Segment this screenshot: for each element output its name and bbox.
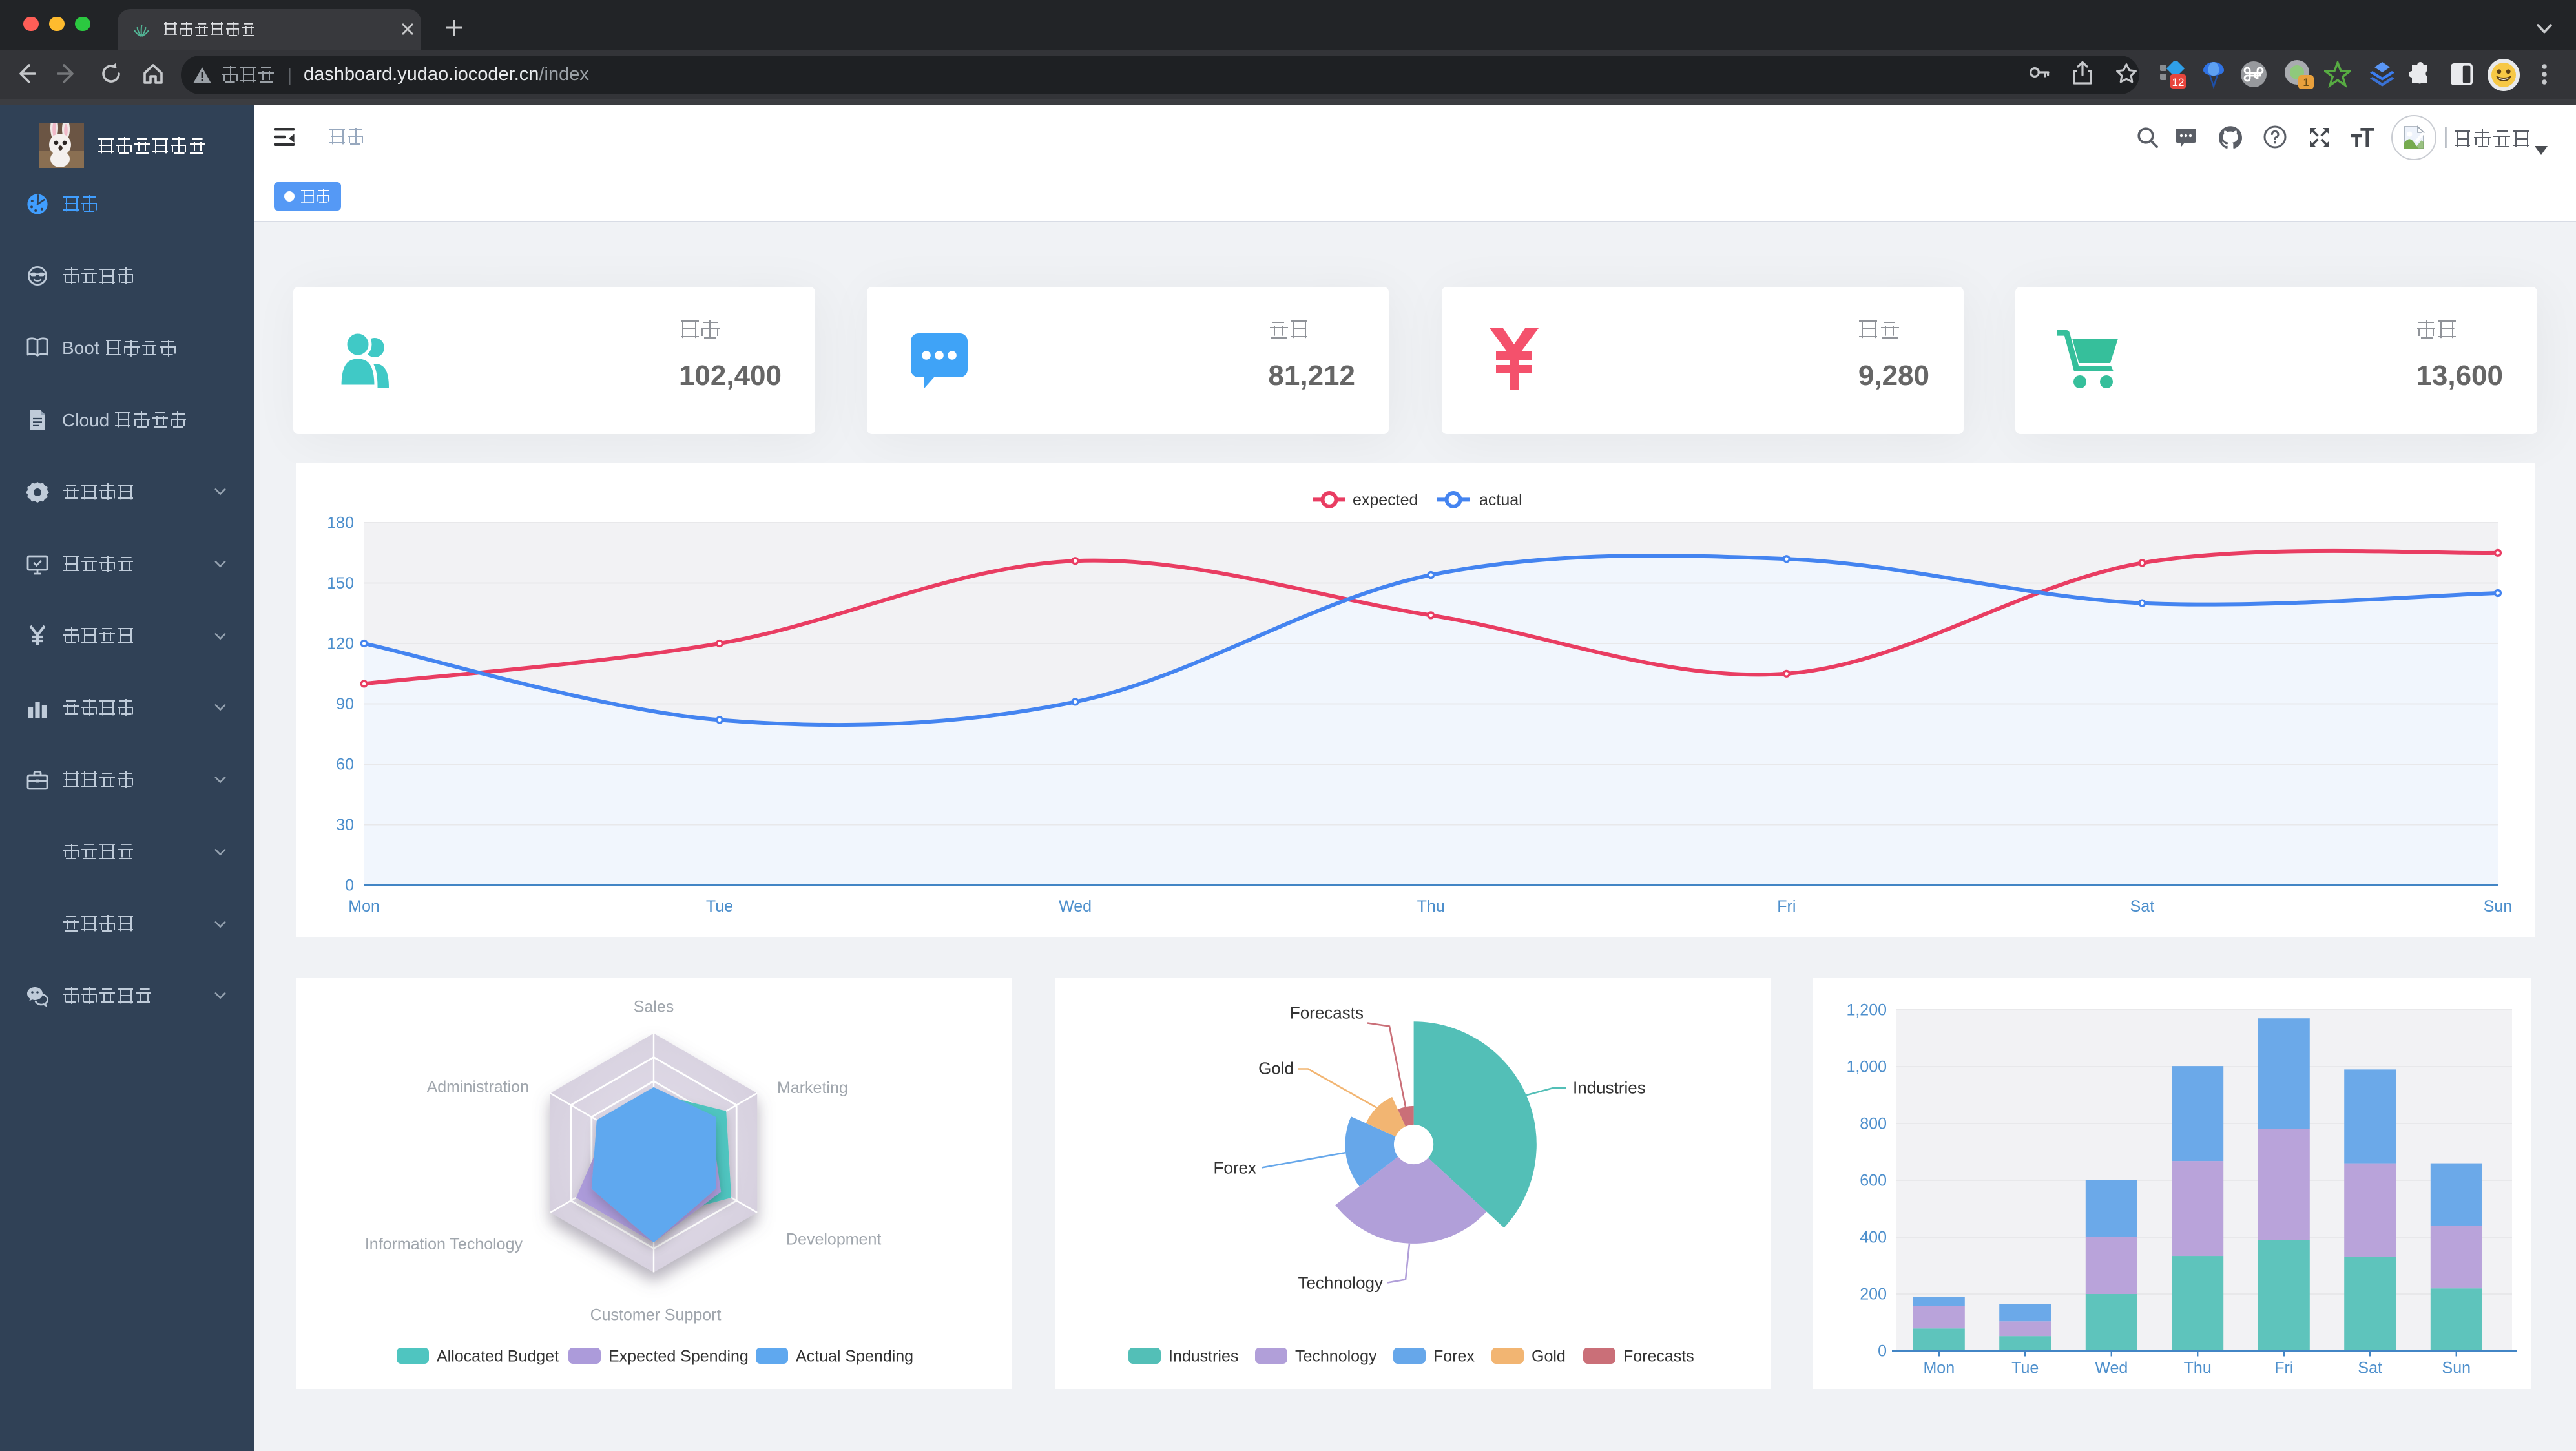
svg-text:Information Techology: Information Techology	[364, 1235, 523, 1253]
svg-text:600: 600	[1859, 1171, 1886, 1189]
svg-text:0: 0	[345, 876, 354, 894]
svg-text:200: 200	[1859, 1285, 1886, 1303]
svg-text:Sun: Sun	[2484, 897, 2512, 915]
svg-text:800: 800	[1859, 1114, 1886, 1133]
svg-text:Sat: Sat	[2130, 897, 2155, 915]
svg-text:Wed: Wed	[1059, 897, 1092, 915]
svg-text:Wed: Wed	[2094, 1359, 2127, 1377]
svg-text:Technology: Technology	[1294, 1347, 1376, 1365]
svg-text:Forex: Forex	[1433, 1347, 1474, 1365]
svg-text:90: 90	[336, 695, 354, 713]
svg-text:Gold: Gold	[1531, 1347, 1565, 1365]
svg-text:Mon: Mon	[1922, 1359, 1954, 1377]
svg-text:0: 0	[1877, 1342, 1886, 1360]
svg-text:12: 12	[2172, 76, 2185, 89]
svg-text:Fri: Fri	[1777, 897, 1796, 915]
svg-text:Forecasts: Forecasts	[1289, 1003, 1363, 1022]
svg-text:180: 180	[327, 514, 354, 532]
svg-text:1: 1	[2303, 76, 2309, 89]
svg-text:Development: Development	[785, 1230, 880, 1248]
svg-text:Administration: Administration	[426, 1078, 528, 1096]
svg-text:Sun: Sun	[2442, 1359, 2470, 1377]
svg-text:Expected Spending: Expected Spending	[608, 1347, 748, 1365]
svg-text:Marketing: Marketing	[776, 1079, 847, 1097]
svg-text:Gold: Gold	[1258, 1058, 1293, 1078]
svg-text:Mon: Mon	[348, 897, 380, 915]
svg-text:Tue: Tue	[2011, 1359, 2038, 1377]
svg-text:Fri: Fri	[2274, 1359, 2292, 1377]
svg-text:actual: actual	[1479, 491, 1522, 509]
svg-text:150: 150	[327, 574, 354, 592]
svg-text:Thu: Thu	[1417, 897, 1445, 915]
svg-text:Technology: Technology	[1297, 1273, 1382, 1292]
svg-text:Sat: Sat	[2357, 1359, 2382, 1377]
svg-text:1,000: 1,000	[1845, 1058, 1886, 1076]
svg-text:Allocated Budget: Allocated Budget	[436, 1347, 558, 1365]
svg-text:Tue: Tue	[706, 897, 733, 915]
svg-text:expected: expected	[1353, 491, 1418, 509]
svg-text:Actual Spending: Actual Spending	[795, 1347, 913, 1365]
svg-text:Thu: Thu	[2183, 1359, 2211, 1377]
svg-text:Forex: Forex	[1213, 1158, 1256, 1177]
svg-text:30: 30	[336, 816, 354, 834]
svg-text:60: 60	[336, 755, 354, 773]
svg-text:1,200: 1,200	[1845, 1001, 1886, 1019]
svg-text:Forecasts: Forecasts	[1623, 1347, 1694, 1365]
svg-text:120: 120	[327, 634, 354, 652]
svg-text:Customer Support: Customer Support	[590, 1306, 721, 1324]
svg-text:400: 400	[1859, 1228, 1886, 1246]
svg-text:Industries: Industries	[1168, 1347, 1238, 1365]
svg-text:Sales: Sales	[633, 997, 674, 1016]
svg-text:Industries: Industries	[1572, 1078, 1645, 1097]
